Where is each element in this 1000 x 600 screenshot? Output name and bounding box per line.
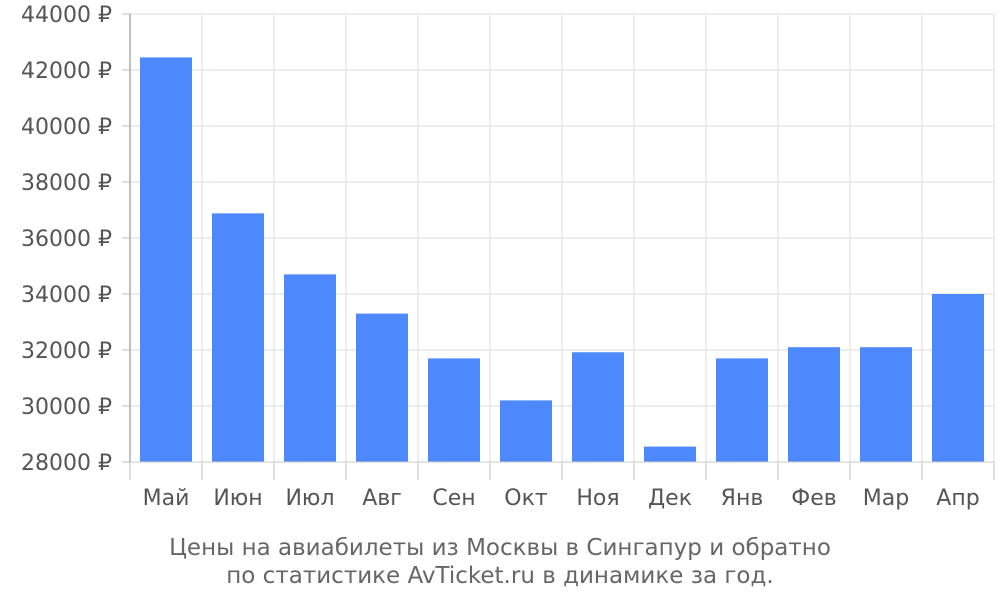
y-tick-label: 34000 ₽ (21, 283, 112, 308)
bar-10 (788, 347, 840, 462)
bar-chart: 28000 ₽ 30000 ₽ 32000 ₽ 34000 ₽ 36000 ₽ 38000… (21, 3, 995, 511)
y-tick-label: 42000 ₽ (21, 59, 112, 84)
x-tick-label: Апр (936, 486, 979, 511)
bar-6 (500, 400, 552, 462)
bar-5 (428, 358, 480, 462)
y-axis-tick-labels: 28000 ₽ 30000 ₽ 32000 ₽ 34000 ₽ 36000 ₽ 38000… (21, 3, 112, 476)
y-tick-label: 30000 ₽ (21, 395, 112, 420)
bar-3 (284, 274, 336, 462)
bar-7 (572, 352, 624, 462)
x-tick-label: Дек (648, 486, 692, 511)
y-tick-label: 28000 ₽ (21, 451, 112, 476)
x-tick-label: Июл (285, 486, 334, 511)
x-tick-label: Фев (791, 486, 836, 511)
bar-1 (140, 57, 192, 463)
bar-9 (716, 358, 768, 462)
bar-8 (644, 446, 696, 462)
y-tick-label: 44000 ₽ (21, 3, 112, 28)
y-tick-label: 36000 ₽ (21, 227, 112, 252)
bar-4 (356, 313, 408, 462)
bar-11 (860, 347, 912, 462)
x-tick-label: Янв (721, 486, 764, 511)
bars (140, 57, 984, 463)
chart-caption-line-2: по статистике AvTicket.ru в динамике за … (226, 563, 774, 589)
x-tick-label: Июн (213, 486, 262, 511)
x-tick-label: Сен (432, 486, 475, 511)
axes (122, 13, 995, 480)
x-tick-label: Авг (362, 486, 402, 511)
x-tick-label: Окт (504, 486, 548, 511)
y-tick-label: 32000 ₽ (21, 339, 112, 364)
x-axis-tick-labels: Май Июн Июл Авг Сен Окт Ноя Дек Янв Фев Мар Апр (143, 486, 980, 511)
bar-2 (212, 213, 264, 462)
bar-12 (932, 294, 984, 462)
x-tick-label: Ноя (576, 486, 619, 511)
y-tick-label: 40000 ₽ (21, 115, 112, 140)
x-tick-label: Май (143, 486, 190, 511)
chart-caption-line-1: Цены на авиабилеты из Москвы в Сингапур … (169, 535, 831, 561)
y-tick-label: 38000 ₽ (21, 171, 112, 196)
grid-lines (129, 13, 995, 463)
x-tick-label: Мар (863, 486, 909, 511)
